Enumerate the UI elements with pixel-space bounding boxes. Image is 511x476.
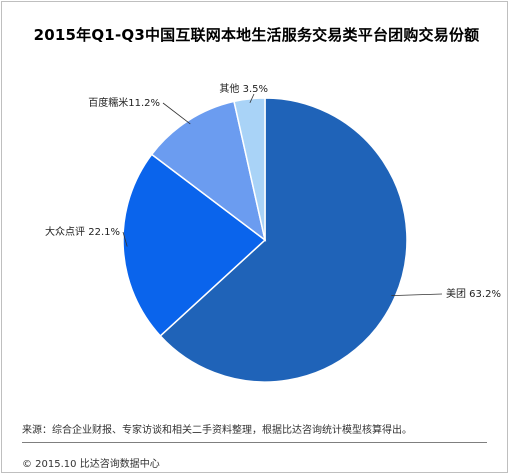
pie-slice-2 xyxy=(150,100,267,242)
data-label-3: 其他 3.5% xyxy=(219,82,268,95)
data-label-2: 百度糯米11.2% xyxy=(88,96,160,109)
pie-slice-0 xyxy=(159,97,408,383)
footer-divider xyxy=(22,442,487,443)
leader-lines xyxy=(122,93,443,296)
pie-slices xyxy=(122,97,408,383)
leader-line-1 xyxy=(122,231,128,247)
leader-line-2 xyxy=(162,102,191,125)
data-label-0: 美团 63.2% xyxy=(446,287,501,300)
leader-line-0 xyxy=(391,293,443,296)
chart-title: 2015年Q1-Q3中国互联网本地生活服务交易类平台团购交易份额 xyxy=(33,26,480,44)
pie-slice-1 xyxy=(122,153,267,337)
pie-slice-3 xyxy=(233,97,266,241)
data-label-1: 大众点评 22.1% xyxy=(45,225,120,238)
data-labels: 美团 63.2% 大众点评 22.1% 百度糯米11.2% 其他 3.5% xyxy=(45,82,501,300)
footer-credit: © 2015.10 比达咨询数据中心 xyxy=(22,459,160,470)
leader-line-3 xyxy=(249,93,255,103)
source-note: 来源：综合企业财报、专家访谈和相关二手资料整理，根据比达咨询统计模型核算得出。 xyxy=(22,425,412,436)
